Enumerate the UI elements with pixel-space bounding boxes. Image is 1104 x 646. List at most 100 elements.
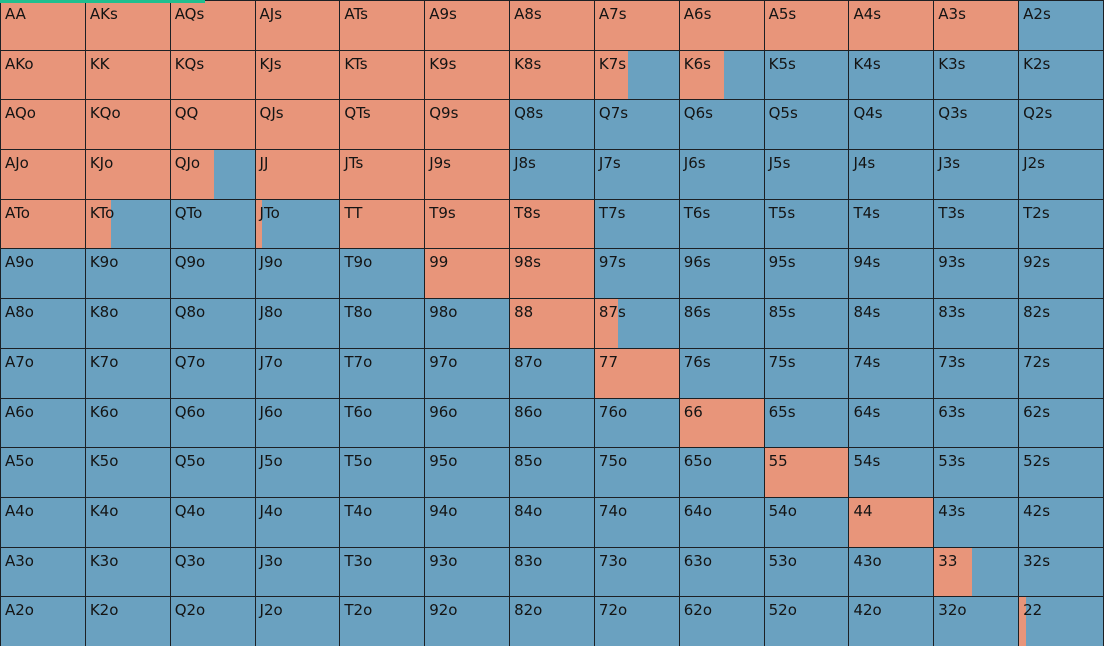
hand-cell-Q6o[interactable]: Q6o (170, 398, 255, 448)
hand-cell-A7o[interactable]: A7o (1, 348, 85, 398)
hand-cell-A5s[interactable]: A5s (764, 1, 849, 50)
hand-cell-74o[interactable]: 74o (594, 497, 679, 547)
hand-cell-JTs[interactable]: JTs (340, 150, 425, 199)
hand-cell-22[interactable]: 22 (1019, 597, 1103, 646)
hand-cell-T6s[interactable]: T6s (679, 199, 764, 249)
hand-cell-QTs[interactable]: QTs (340, 100, 425, 150)
hand-cell-94o[interactable]: 94o (425, 497, 510, 547)
hand-cell-KQo[interactable]: KQo (85, 100, 170, 150)
hand-cell-43s[interactable]: 43s (934, 497, 1019, 547)
hand-cell-93o[interactable]: 93o (425, 547, 510, 597)
hand-cell-T9o[interactable]: T9o (340, 249, 425, 299)
hand-cell-52o[interactable]: 52o (764, 597, 849, 646)
hand-cell-65o[interactable]: 65o (679, 448, 764, 497)
hand-cell-AQo[interactable]: AQo (1, 100, 85, 150)
hand-cell-Q2s[interactable]: Q2s (1019, 100, 1103, 150)
hand-cell-KTo[interactable]: KTo (85, 199, 170, 249)
hand-cell-J9o[interactable]: J9o (255, 249, 340, 299)
hand-cell-AA[interactable]: AA (1, 1, 85, 50)
hand-cell-43o[interactable]: 43o (849, 547, 934, 597)
hand-cell-96s[interactable]: 96s (679, 249, 764, 299)
hand-cell-J9s[interactable]: J9s (425, 150, 510, 199)
hand-cell-77[interactable]: 77 (594, 348, 679, 398)
hand-cell-62o[interactable]: 62o (679, 597, 764, 646)
hand-cell-Q6s[interactable]: Q6s (679, 100, 764, 150)
hand-cell-J3s[interactable]: J3s (934, 150, 1019, 199)
hand-cell-J2s[interactable]: J2s (1019, 150, 1103, 199)
hand-cell-53o[interactable]: 53o (764, 547, 849, 597)
hand-cell-KQs[interactable]: KQs (170, 50, 255, 100)
hand-cell-K7o[interactable]: K7o (85, 348, 170, 398)
hand-cell-J6o[interactable]: J6o (255, 398, 340, 448)
hand-cell-K4s[interactable]: K4s (849, 50, 934, 100)
hand-cell-AQs[interactable]: AQs (170, 1, 255, 50)
hand-cell-64o[interactable]: 64o (679, 497, 764, 547)
hand-cell-95s[interactable]: 95s (764, 249, 849, 299)
hand-cell-K8s[interactable]: K8s (510, 50, 594, 100)
hand-cell-66[interactable]: 66 (679, 398, 764, 448)
hand-cell-AKs[interactable]: AKs (85, 1, 170, 50)
hand-cell-86o[interactable]: 86o (510, 398, 594, 448)
hand-cell-K6o[interactable]: K6o (85, 398, 170, 448)
hand-cell-87o[interactable]: 87o (510, 348, 594, 398)
hand-cell-J5o[interactable]: J5o (255, 448, 340, 497)
hand-cell-QJo[interactable]: QJo (170, 150, 255, 199)
hand-cell-Q4o[interactable]: Q4o (170, 497, 255, 547)
hand-cell-T7s[interactable]: T7s (594, 199, 679, 249)
hand-cell-T8s[interactable]: T8s (510, 199, 594, 249)
hand-cell-96o[interactable]: 96o (425, 398, 510, 448)
hand-cell-TT[interactable]: TT (340, 199, 425, 249)
hand-cell-84s[interactable]: 84s (849, 299, 934, 348)
hand-cell-82o[interactable]: 82o (510, 597, 594, 646)
hand-cell-Q3o[interactable]: Q3o (170, 547, 255, 597)
hand-cell-94s[interactable]: 94s (849, 249, 934, 299)
hand-cell-A6s[interactable]: A6s (679, 1, 764, 50)
hand-cell-98o[interactable]: 98o (425, 299, 510, 348)
hand-cell-Q5o[interactable]: Q5o (170, 448, 255, 497)
hand-cell-42o[interactable]: 42o (849, 597, 934, 646)
hand-cell-JTo[interactable]: JTo (255, 199, 340, 249)
hand-cell-85o[interactable]: 85o (510, 448, 594, 497)
hand-cell-T5o[interactable]: T5o (340, 448, 425, 497)
hand-cell-98s[interactable]: 98s (510, 249, 594, 299)
hand-cell-K3o[interactable]: K3o (85, 547, 170, 597)
hand-cell-K5o[interactable]: K5o (85, 448, 170, 497)
hand-cell-K2s[interactable]: K2s (1019, 50, 1103, 100)
hand-cell-A4s[interactable]: A4s (849, 1, 934, 50)
hand-cell-Q2o[interactable]: Q2o (170, 597, 255, 646)
hand-cell-Q9s[interactable]: Q9s (425, 100, 510, 150)
hand-cell-KJs[interactable]: KJs (255, 50, 340, 100)
hand-cell-33[interactable]: 33 (934, 547, 1019, 597)
hand-cell-J4o[interactable]: J4o (255, 497, 340, 547)
hand-cell-92s[interactable]: 92s (1019, 249, 1103, 299)
hand-cell-86s[interactable]: 86s (679, 299, 764, 348)
hand-cell-J2o[interactable]: J2o (255, 597, 340, 646)
hand-cell-75s[interactable]: 75s (764, 348, 849, 398)
hand-cell-K3s[interactable]: K3s (934, 50, 1019, 100)
hand-cell-T3s[interactable]: T3s (934, 199, 1019, 249)
hand-cell-Q9o[interactable]: Q9o (170, 249, 255, 299)
hand-cell-T4o[interactable]: T4o (340, 497, 425, 547)
hand-cell-Q8s[interactable]: Q8s (510, 100, 594, 150)
hand-cell-97s[interactable]: 97s (594, 249, 679, 299)
hand-cell-62s[interactable]: 62s (1019, 398, 1103, 448)
hand-cell-AJs[interactable]: AJs (255, 1, 340, 50)
hand-cell-83o[interactable]: 83o (510, 547, 594, 597)
hand-cell-KJo[interactable]: KJo (85, 150, 170, 199)
hand-cell-A2s[interactable]: A2s (1019, 1, 1103, 50)
hand-cell-T5s[interactable]: T5s (764, 199, 849, 249)
hand-cell-T2s[interactable]: T2s (1019, 199, 1103, 249)
hand-cell-63o[interactable]: 63o (679, 547, 764, 597)
hand-cell-73s[interactable]: 73s (934, 348, 1019, 398)
hand-cell-72o[interactable]: 72o (594, 597, 679, 646)
hand-cell-K8o[interactable]: K8o (85, 299, 170, 348)
hand-cell-K4o[interactable]: K4o (85, 497, 170, 547)
hand-cell-J7s[interactable]: J7s (594, 150, 679, 199)
hand-cell-A9o[interactable]: A9o (1, 249, 85, 299)
hand-cell-K2o[interactable]: K2o (85, 597, 170, 646)
hand-cell-K7s[interactable]: K7s (594, 50, 679, 100)
hand-cell-ATs[interactable]: ATs (340, 1, 425, 50)
hand-cell-Q5s[interactable]: Q5s (764, 100, 849, 150)
hand-cell-A2o[interactable]: A2o (1, 597, 85, 646)
hand-cell-T4s[interactable]: T4s (849, 199, 934, 249)
